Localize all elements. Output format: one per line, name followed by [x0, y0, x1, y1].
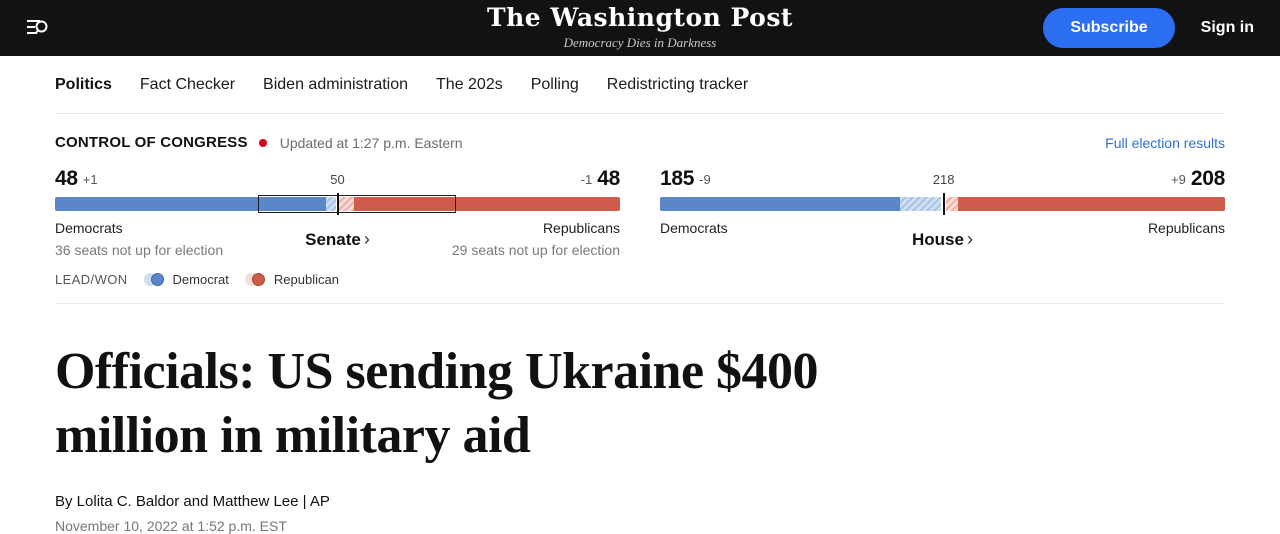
senate-dem-change: +1: [82, 172, 98, 187]
senate-dem-total: 48 +1: [55, 167, 98, 191]
senate-dem-seats: 48: [55, 167, 78, 190]
article-headline: Officials: US sending Ukraine $400 milli…: [55, 340, 995, 469]
chevron-right-icon: ›: [363, 229, 370, 249]
senate-dem-lead-segment: [326, 197, 336, 211]
masthead[interactable]: The Washington Post Democracy Dies in Da…: [487, 5, 793, 51]
headline-line-2: million in military aid: [55, 407, 531, 465]
header-actions: Subscribe Sign in: [1043, 8, 1254, 48]
legend-item-democrat: Democrat: [143, 272, 229, 287]
senate-totals-row: 48 +1 -1 48: [55, 167, 620, 190]
house-dem-party-label: Democrats: [660, 220, 728, 236]
senate-rep-seats: 48: [597, 167, 620, 190]
senate-bar: 50: [55, 172, 620, 215]
house-link[interactable]: House ›: [912, 229, 973, 250]
menu-search-icon-glyph: [27, 20, 48, 35]
house-dem-lead-segment: [900, 197, 941, 211]
nav-item-biden-administration[interactable]: Biden administration: [263, 75, 409, 93]
senate-rep-total: -1 48: [580, 167, 621, 191]
house-dem-label-block: Democrats: [660, 220, 728, 268]
legend-item-republican: Republican: [244, 272, 339, 287]
house-rep-seats: 208: [1190, 167, 1225, 190]
masthead-tagline: Democracy Dies in Darkness: [563, 35, 717, 50]
house-rep-party-label: Republicans: [1147, 220, 1225, 236]
house-totals-row: 185 -9 +9 208: [660, 167, 1225, 190]
house-labels: Democrats House › Republicans: [660, 220, 1225, 268]
nav-item-politics[interactable]: Politics: [55, 75, 112, 93]
headline-line-1: Officials: US sending Ukraine $400: [55, 343, 819, 400]
house-dem-seats: 185: [660, 167, 695, 190]
senate-rep-lead-segment: [339, 197, 355, 211]
senate-rep-change: -1: [580, 172, 593, 187]
senate-link[interactable]: Senate ›: [305, 229, 370, 250]
house-rep-lead-segment: [945, 197, 958, 211]
election-module-header: CONTROL OF CONGRESS Updated at 1:27 p.m.…: [55, 134, 1225, 151]
election-module: CONTROL OF CONGRESS Updated at 1:27 p.m.…: [0, 114, 1280, 287]
article-date: November 10, 2022 at 1:52 p.m. EST: [55, 517, 287, 534]
house-rep-solid-segment: [957, 197, 1225, 211]
legend-democrat-label: Democrat: [172, 272, 229, 287]
house-dem-change: -9: [699, 172, 711, 187]
legend-republican-label: Republican: [273, 272, 339, 287]
lead-won-legend: LEAD/WON Democrat Republican: [55, 272, 1225, 287]
chevron-right-icon: ›: [966, 229, 973, 249]
republican-lead-won-icon: [244, 272, 267, 287]
nav-item-redistricting-tracker[interactable]: Redistricting tracker: [606, 75, 749, 93]
senate-rep-note: 29 seats not up for election: [451, 242, 620, 258]
house-dem-solid-segment: [660, 197, 901, 211]
house-rep-label-block: Republicans: [1148, 220, 1225, 268]
house-majority-tick: [942, 193, 945, 215]
divider-top: [55, 113, 1225, 114]
senate-link-label: Senate: [305, 230, 361, 249]
module-title: CONTROL OF CONGRESS: [55, 134, 248, 151]
chamber-charts: 48 +1 -1 48 50: [55, 167, 1225, 268]
menu-search-icon[interactable]: [26, 18, 52, 38]
house-rep-total: +9 208: [1171, 167, 1225, 191]
top-header-bar: The Washington Post Democracy Dies in Da…: [0, 0, 1280, 56]
house-rep-change: +9: [1171, 172, 1186, 187]
subscribe-button[interactable]: Subscribe: [1043, 8, 1175, 48]
house-bar-track: [660, 197, 1225, 211]
full-election-results-link[interactable]: Full election results: [1105, 134, 1225, 151]
senate-labels: Democrats 36 seats not up for election S…: [55, 220, 620, 268]
senate-majority-label: 50: [330, 172, 345, 187]
senate-rep-party-label: Republicans: [542, 220, 620, 236]
senate-dem-party-label: Democrats: [55, 220, 123, 236]
senate-competitive-range-box: [258, 195, 457, 213]
article: Officials: US sending Ukraine $400 milli…: [0, 304, 1280, 534]
nav-item-fact-checker[interactable]: Fact Checker: [139, 75, 236, 93]
wapo-logo[interactable]: The Washington Post: [487, 3, 793, 32]
house-bar: 218: [660, 172, 1225, 215]
section-navbar: Politics Fact Checker Biden administrati…: [0, 56, 1280, 113]
senate-rep-solid-segment: [354, 197, 620, 211]
sign-in-link[interactable]: Sign in: [1200, 19, 1254, 36]
democrat-lead-won-icon: [143, 272, 166, 287]
nav-item-polling[interactable]: Polling: [530, 75, 579, 93]
live-dot-icon: [258, 138, 267, 147]
divider-bottom: [55, 303, 1225, 304]
nav-item-the-202s[interactable]: The 202s: [436, 75, 503, 93]
senate-rep-label-block: Republicans 29 seats not up for election: [452, 220, 620, 268]
senate-dem-note: 36 seats not up for election: [55, 242, 224, 258]
updated-timestamp: Updated at 1:27 p.m. Eastern: [279, 134, 463, 151]
senate-dem-label-block: Democrats 36 seats not up for election: [55, 220, 223, 268]
house-majority-label: 218: [932, 172, 955, 187]
house-chart: 185 -9 +9 208 218: [660, 167, 1225, 268]
senate-majority-tick: [336, 193, 339, 215]
legend-label: LEAD/WON: [55, 272, 128, 287]
article-byline: By Lolita C. Baldor and Matthew Lee | AP: [55, 492, 330, 510]
house-link-label: House: [912, 230, 964, 249]
house-dem-total: 185 -9: [660, 167, 711, 191]
senate-chart: 48 +1 -1 48 50: [55, 167, 620, 268]
